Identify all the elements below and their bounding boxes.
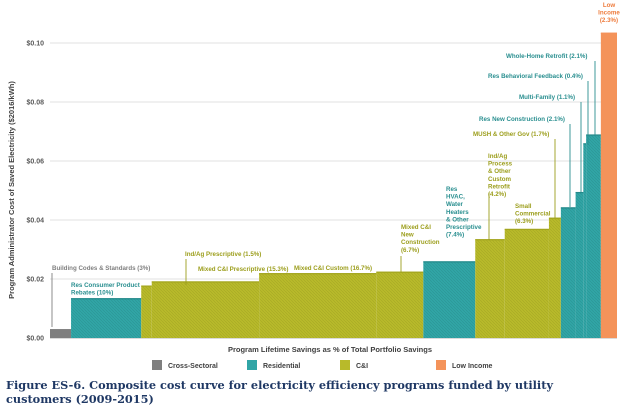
legend-swatch xyxy=(152,360,162,370)
bar-label: Ind/Ag Prescriptive (1.5%) xyxy=(185,251,261,258)
cost-bar xyxy=(475,239,505,338)
bar-label: Low Income (2.3%) xyxy=(598,2,620,24)
bar-labels: Building Codes & Standards (3%) Res Consu… xyxy=(52,2,620,297)
bar-label: Res New Construction (2.1%) xyxy=(479,116,565,123)
legend-label: Cross-Sectoral xyxy=(168,363,218,370)
cost-bar xyxy=(151,281,260,338)
bar-label: Res Consumer Product Rebates (10%) xyxy=(71,282,140,297)
y-tick-labels: $0.00 $0.02 $0.04 $0.06 $0.08 $0.10 xyxy=(26,41,44,343)
cost-bar xyxy=(141,285,152,338)
bar-label: Building Codes & Standards (3%) xyxy=(52,265,150,272)
cost-curve-chart: Building Codes & Standards (3%) Res Consu… xyxy=(7,2,620,370)
cost-bar-top xyxy=(50,329,72,331)
legend-label: C&I xyxy=(356,363,368,370)
bar-label: Mixed C&I Prescriptive (15.3%) xyxy=(198,266,288,273)
bars xyxy=(50,32,617,339)
figure-caption: Figure ES-6. Composite cost curve for el… xyxy=(6,378,554,406)
cost-bar xyxy=(423,261,476,338)
cost-bar xyxy=(560,207,576,338)
legend-swatch xyxy=(247,360,257,370)
cost-bar-top xyxy=(600,32,617,34)
cost-bar xyxy=(575,191,584,338)
cost-bar-top xyxy=(586,134,601,136)
cost-bar xyxy=(586,134,601,338)
bar-label: Small Commercial (6.3%) xyxy=(515,203,551,225)
cost-bar xyxy=(504,228,549,338)
bar-label: Ind/Ag Process & Other Custom Retrofit (4.2%) xyxy=(488,153,513,198)
cost-bar-top xyxy=(504,228,549,231)
cost-bar xyxy=(376,271,424,338)
label-connectors xyxy=(51,61,596,327)
cost-bar-top xyxy=(71,298,142,300)
bar-label: Mixed C&I Custom (16.7%) xyxy=(294,265,372,272)
cost-bar xyxy=(50,329,72,338)
y-axis-title: Program Administrator Cost of Saved Elec… xyxy=(7,81,16,299)
cost-bar-top xyxy=(376,271,424,273)
x-axis-title: Program Lifetime Savings as % of Total P… xyxy=(228,345,432,354)
cost-bar-top xyxy=(423,261,476,263)
y-tick-label: $0.08 xyxy=(26,100,44,107)
cost-bar xyxy=(600,32,617,339)
y-tick-label: $0.06 xyxy=(26,159,44,166)
bar-label: Res Behavioral Feedback (0.4%) xyxy=(488,73,583,80)
bar-label: Whole-Home Retrofit (2.1%) xyxy=(506,53,587,60)
cost-bar xyxy=(71,298,142,338)
bar-label: Mixed C&I New Construction (6.7%) xyxy=(401,224,440,254)
y-tick-label: $0.10 xyxy=(26,41,44,48)
cost-bar xyxy=(583,143,587,338)
legend: Cross-Sectoral Residential C&I Low Income xyxy=(152,360,493,370)
y-tick-label: $0.02 xyxy=(26,277,44,284)
y-tick-label: $0.00 xyxy=(26,336,44,343)
cost-bar xyxy=(259,273,377,338)
bar-label: MUSH & Other Gov (1.7%) xyxy=(473,131,549,138)
bar-label: Multi-Family (1.1%) xyxy=(519,94,575,101)
cost-bar-top xyxy=(475,239,505,241)
legend-label: Low Income xyxy=(452,363,493,370)
cost-bar xyxy=(548,217,561,338)
cost-bar-top xyxy=(583,143,587,145)
legend-label: Residential xyxy=(263,363,300,370)
legend-swatch xyxy=(340,360,350,370)
cost-bar-top xyxy=(151,281,260,283)
cost-bar-top xyxy=(259,273,377,275)
cost-bar-top xyxy=(575,191,584,194)
legend-swatch xyxy=(436,360,446,370)
cost-bar-top xyxy=(560,207,576,209)
bar-label: Res HVAC, Water Heaters & Other Prescriptive(… xyxy=(446,186,482,239)
cost-bar-top xyxy=(548,217,561,219)
y-tick-label: $0.04 xyxy=(26,218,44,225)
cost-bar-top xyxy=(141,285,152,287)
